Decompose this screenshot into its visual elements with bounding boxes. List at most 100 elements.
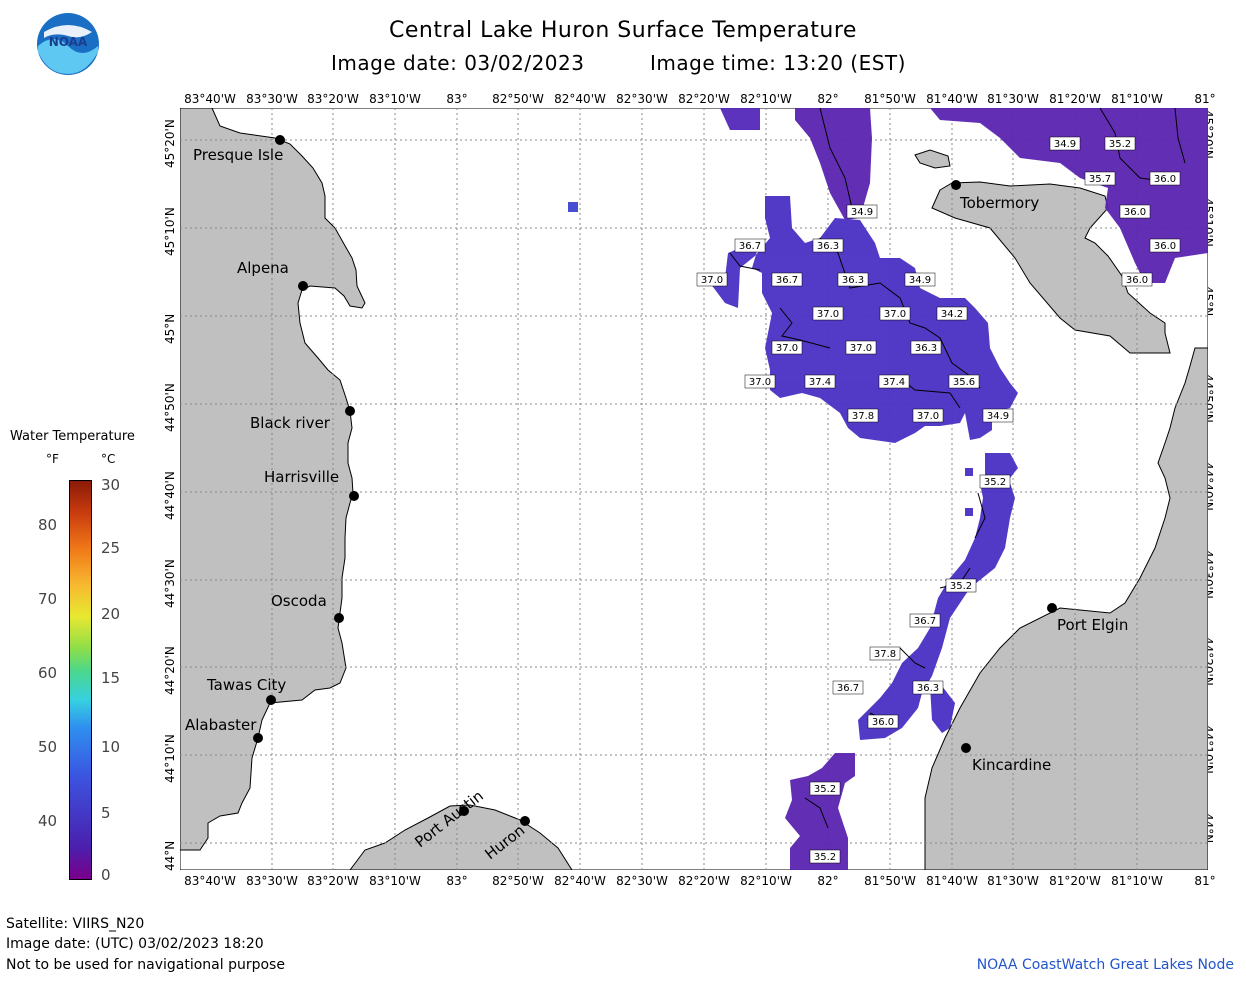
lon-tick-top: 81°10'W <box>1111 92 1163 106</box>
legend-c-label: 15 <box>101 669 121 687</box>
lat-tick-left: 44°30'N <box>163 559 177 608</box>
lon-tick-top: 82°20'W <box>678 92 730 106</box>
place-marker <box>951 180 961 190</box>
lon-tick-top: 83°30'W <box>246 92 298 106</box>
lon-tick-top: 81°30'W <box>987 92 1039 106</box>
place-label: Kincardine <box>972 756 1051 774</box>
legend-f-label: 80 <box>38 516 58 534</box>
place-marker <box>298 281 308 291</box>
place-marker <box>1047 603 1057 613</box>
temp-label: 37.0 <box>917 411 939 422</box>
place-marker <box>345 406 355 416</box>
place-label: Tobermory <box>959 194 1039 212</box>
temp-label: 36.7 <box>739 241 761 252</box>
lat-tick-left: 45°N <box>163 313 177 344</box>
lon-tick-bottom: 83°30'W <box>246 874 298 888</box>
temp-label-box <box>1119 204 1151 219</box>
temp-label: 36.3 <box>817 241 839 252</box>
temp-label-box <box>771 272 803 287</box>
temp-label: 34.9 <box>851 207 873 218</box>
temp-label-box <box>904 272 936 287</box>
lon-tick-top: 83° <box>446 92 468 106</box>
lon-tick-bottom: 83°20'W <box>307 874 359 888</box>
unit-celsius: °C <box>101 452 116 466</box>
temp-label: 36.0 <box>872 717 894 728</box>
temp-label-box <box>982 408 1014 423</box>
place-marker <box>961 743 971 753</box>
lon-tick-top: 81°20'W <box>1049 92 1101 106</box>
temp-label-box <box>1149 171 1181 186</box>
lat-tick-left: 44°N <box>163 840 177 871</box>
place-label: Black river <box>250 414 331 432</box>
lon-tick-bottom: 81°10'W <box>1111 874 1163 888</box>
temp-label: 37.8 <box>852 411 874 422</box>
place-label: Tawas City <box>206 676 286 694</box>
temp-label-box <box>948 374 980 389</box>
lon-tick-bottom: 83°10'W <box>369 874 421 888</box>
temp-label: 36.3 <box>917 683 939 694</box>
temp-label-box <box>867 714 899 729</box>
lon-tick-top: 81°50'W <box>864 92 916 106</box>
utc-date: Image date: (UTC) 03/02/2023 18:20 <box>6 936 264 952</box>
temp-label-box <box>696 272 728 287</box>
place-marker <box>349 491 359 501</box>
lat-tick-left: 45°10'N <box>163 207 177 256</box>
lon-tick-top: 81°40'W <box>926 92 978 106</box>
lon-tick-bottom: 81°30'W <box>987 874 1039 888</box>
legend-c-label: 20 <box>101 605 121 623</box>
lon-tick-bottom: 82°50'W <box>492 874 544 888</box>
temp-label-box <box>909 613 941 628</box>
satellite-info: Satellite: VIIRS_N20 <box>6 916 145 932</box>
temp-label-box <box>1049 136 1081 151</box>
temp-label-box <box>878 374 910 389</box>
temp-label: 37.0 <box>884 309 906 320</box>
ontario-land <box>931 181 1171 354</box>
lon-tick-bottom: 81°20'W <box>1049 874 1101 888</box>
temp-label-box <box>847 408 879 423</box>
place-label: Alabaster <box>185 716 257 734</box>
lat-tick-left: 44°20'N <box>163 646 177 695</box>
lon-tick-top: 83°40'W <box>184 92 236 106</box>
temp-label-box <box>812 238 844 253</box>
unit-fahrenheit: °F <box>46 452 59 466</box>
map-title: Central Lake Huron Surface Temperature <box>389 18 857 43</box>
lat-tick-left: 44°50'N <box>163 383 177 432</box>
image-time: Image time: 13:20 (EST) <box>650 51 906 75</box>
temp-label: 37.0 <box>701 275 723 286</box>
temp-label: 37.0 <box>817 309 839 320</box>
temp-label: 37.0 <box>776 343 798 354</box>
temp-label: 35.2 <box>1109 139 1131 150</box>
temp-label: 36.0 <box>1126 275 1148 286</box>
lon-tick-top: 83°10'W <box>369 92 421 106</box>
island <box>914 149 951 169</box>
temp-label: 37.0 <box>749 377 771 388</box>
logo-text: NOAA <box>49 35 88 49</box>
place-marker <box>266 695 276 705</box>
temp-label: 34.2 <box>941 309 963 320</box>
legend-c-label: 0 <box>101 866 111 884</box>
temp-label: 36.3 <box>842 275 864 286</box>
place-marker <box>334 613 344 623</box>
legend-c-label: 25 <box>101 539 121 557</box>
temp-label-box <box>744 374 776 389</box>
temp-label: 36.7 <box>837 683 859 694</box>
temp-label: 37.0 <box>850 343 872 354</box>
lon-tick-top: 83°20'W <box>307 92 359 106</box>
temp-label-box <box>945 578 977 593</box>
temp-label-box <box>912 408 944 423</box>
lon-tick-top: 82° <box>817 92 839 106</box>
temp-label: 34.9 <box>987 411 1009 422</box>
temp-label: 36.0 <box>1154 241 1176 252</box>
image-date: Image date: 03/02/2023 <box>331 51 585 75</box>
legend-title: Water Temperature <box>10 429 135 444</box>
place-marker <box>520 816 530 826</box>
temp-label-box <box>804 374 836 389</box>
temp-label-box <box>845 340 877 355</box>
temp-label-box <box>979 474 1011 489</box>
temp-label-box <box>846 204 878 219</box>
place-label: Port Elgin <box>1057 616 1128 634</box>
place-marker <box>275 135 285 145</box>
temp-label-box <box>734 238 766 253</box>
legend-f-label: 50 <box>38 738 58 756</box>
temp-label-box <box>1149 238 1181 253</box>
